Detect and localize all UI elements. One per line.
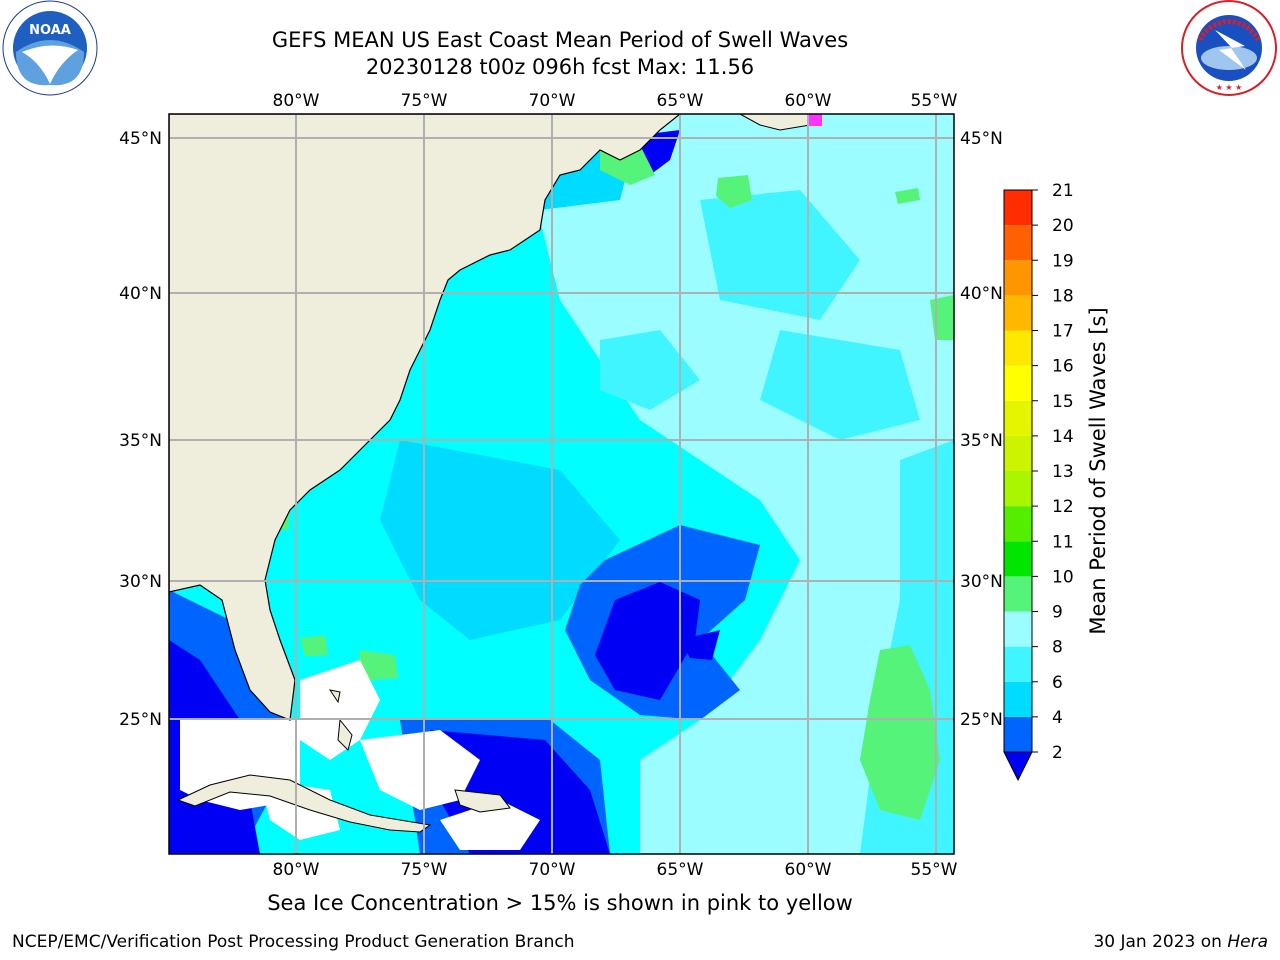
map-area: [169, 114, 954, 854]
lat-label: 40°N: [960, 284, 1003, 304]
footer-date: 30 Jan 2023 on Hera: [1093, 932, 1268, 952]
lat-label: 40°N: [119, 284, 162, 304]
map-frame: [168, 113, 955, 855]
sea-ice-caption: Sea Ice Concentration > 15% is shown in …: [267, 891, 853, 915]
lon-labels-bottom: 80°W 75°W 70°W 65°W 60°W 55°W: [273, 860, 958, 880]
colorbar-tick-label: 11: [1052, 532, 1074, 552]
lon-label: 60°W: [785, 91, 832, 111]
colorbar-bin: [1004, 611, 1032, 647]
colorbar-bin: [1004, 681, 1032, 717]
lon-label: 65°W: [657, 91, 704, 111]
sea-ice-patch: [808, 114, 822, 126]
lat-labels-right: 45°N 40°N 35°N 30°N 25°N: [960, 129, 1003, 730]
colorbar-bin: [1004, 576, 1032, 612]
colorbar-bin: [1004, 541, 1032, 577]
map-title: GEFS MEAN US East Coast Mean Period of S…: [271, 28, 849, 52]
colorbar-bin: [1004, 365, 1032, 401]
lat-label: 25°N: [119, 710, 162, 730]
colorbar-bin: [1004, 716, 1032, 752]
map-subtitle: 20230128 t00z 096h fcst Max: 11.56: [365, 55, 755, 79]
noaa-logo-text: NOAA: [29, 23, 71, 38]
colorbar-tick-label: 6: [1052, 673, 1063, 693]
colorbar-bin: [1004, 646, 1032, 682]
lat-label: 25°N: [960, 710, 1003, 730]
swell-8-9-region: [540, 114, 954, 854]
colorbar-bin: [1004, 330, 1032, 366]
colorbar-bin: [1004, 435, 1032, 471]
colorbar-bin: [1004, 400, 1032, 436]
lat-label: 45°N: [960, 129, 1003, 149]
footer-host: Hera: [1227, 932, 1268, 952]
colorbar: 2 4 6 8 9 10 11 12 13 14 15 16 17 18 19 20 21: [1003, 181, 1074, 782]
footer-date-text: 30 Jan 2023 on: [1093, 932, 1228, 952]
footer-credit: NCEP/EMC/Verification Post Processing Pr…: [12, 932, 575, 952]
lon-labels-top: 80°W 75°W 70°W 65°W 60°W 55°W: [273, 91, 958, 111]
noaa-logo: NOAA: [2, 0, 98, 96]
colorbar-tick-label: 2: [1052, 743, 1063, 763]
colorbar-tick-label: 9: [1052, 603, 1063, 623]
lon-label: 75°W: [401, 91, 448, 111]
map-gridlines: [169, 114, 954, 854]
lon-label: 65°W: [657, 860, 704, 880]
lon-label: 55°W: [911, 91, 958, 111]
colorbar-tick-label: 16: [1052, 357, 1074, 377]
colorbar-tick-label: 18: [1052, 286, 1074, 306]
lon-label: 70°W: [529, 860, 576, 880]
nws-logo: ★ ★ ★: [1181, 0, 1277, 96]
colorbar-tick-label: 15: [1052, 392, 1074, 412]
lat-label: 35°N: [960, 431, 1003, 451]
colorbar-tick-label: 4: [1052, 708, 1063, 728]
colorbar-tick-label: 21: [1052, 181, 1074, 201]
lat-label: 30°N: [960, 572, 1003, 592]
lon-label: 80°W: [273, 860, 320, 880]
lon-label: 70°W: [529, 91, 576, 111]
lon-label: 60°W: [785, 860, 832, 880]
colorbar-tick-label: 12: [1052, 497, 1074, 517]
swell-9-10-region: [860, 645, 940, 820]
lon-label: 55°W: [911, 860, 958, 880]
colorbar-bin: [1004, 471, 1032, 507]
lat-label: 30°N: [119, 572, 162, 592]
lat-label: 35°N: [119, 431, 162, 451]
colorbar-tick-label: 8: [1052, 638, 1063, 658]
colorbar-bin: [1004, 225, 1032, 261]
lat-label: 45°N: [119, 129, 162, 149]
lon-label: 75°W: [401, 860, 448, 880]
colorbar-tick-label: 10: [1052, 567, 1074, 587]
lon-label: 80°W: [273, 91, 320, 111]
colorbar-bin: [1004, 295, 1032, 331]
colorbar-tick-label: 20: [1052, 216, 1074, 236]
swell-4-6-region: [380, 440, 620, 640]
colorbar-tick-label: 13: [1052, 462, 1074, 482]
colorbar-title: Mean Period of Swell Waves [s]: [1086, 307, 1110, 634]
colorbar-bin: [1004, 190, 1032, 226]
colorbar-tick-label: 19: [1052, 251, 1074, 271]
colorbar-bin: [1004, 506, 1032, 542]
colorbar-bin: [1004, 260, 1032, 296]
colorbar-tick-label: 14: [1052, 427, 1074, 447]
colorbar-under-arrow: [1003, 751, 1033, 782]
lat-labels-left: 45°N 40°N 35°N 30°N 25°N: [119, 129, 162, 730]
svg-text:★ ★ ★: ★ ★ ★: [1216, 83, 1243, 92]
colorbar-tick-label: 17: [1052, 322, 1074, 342]
